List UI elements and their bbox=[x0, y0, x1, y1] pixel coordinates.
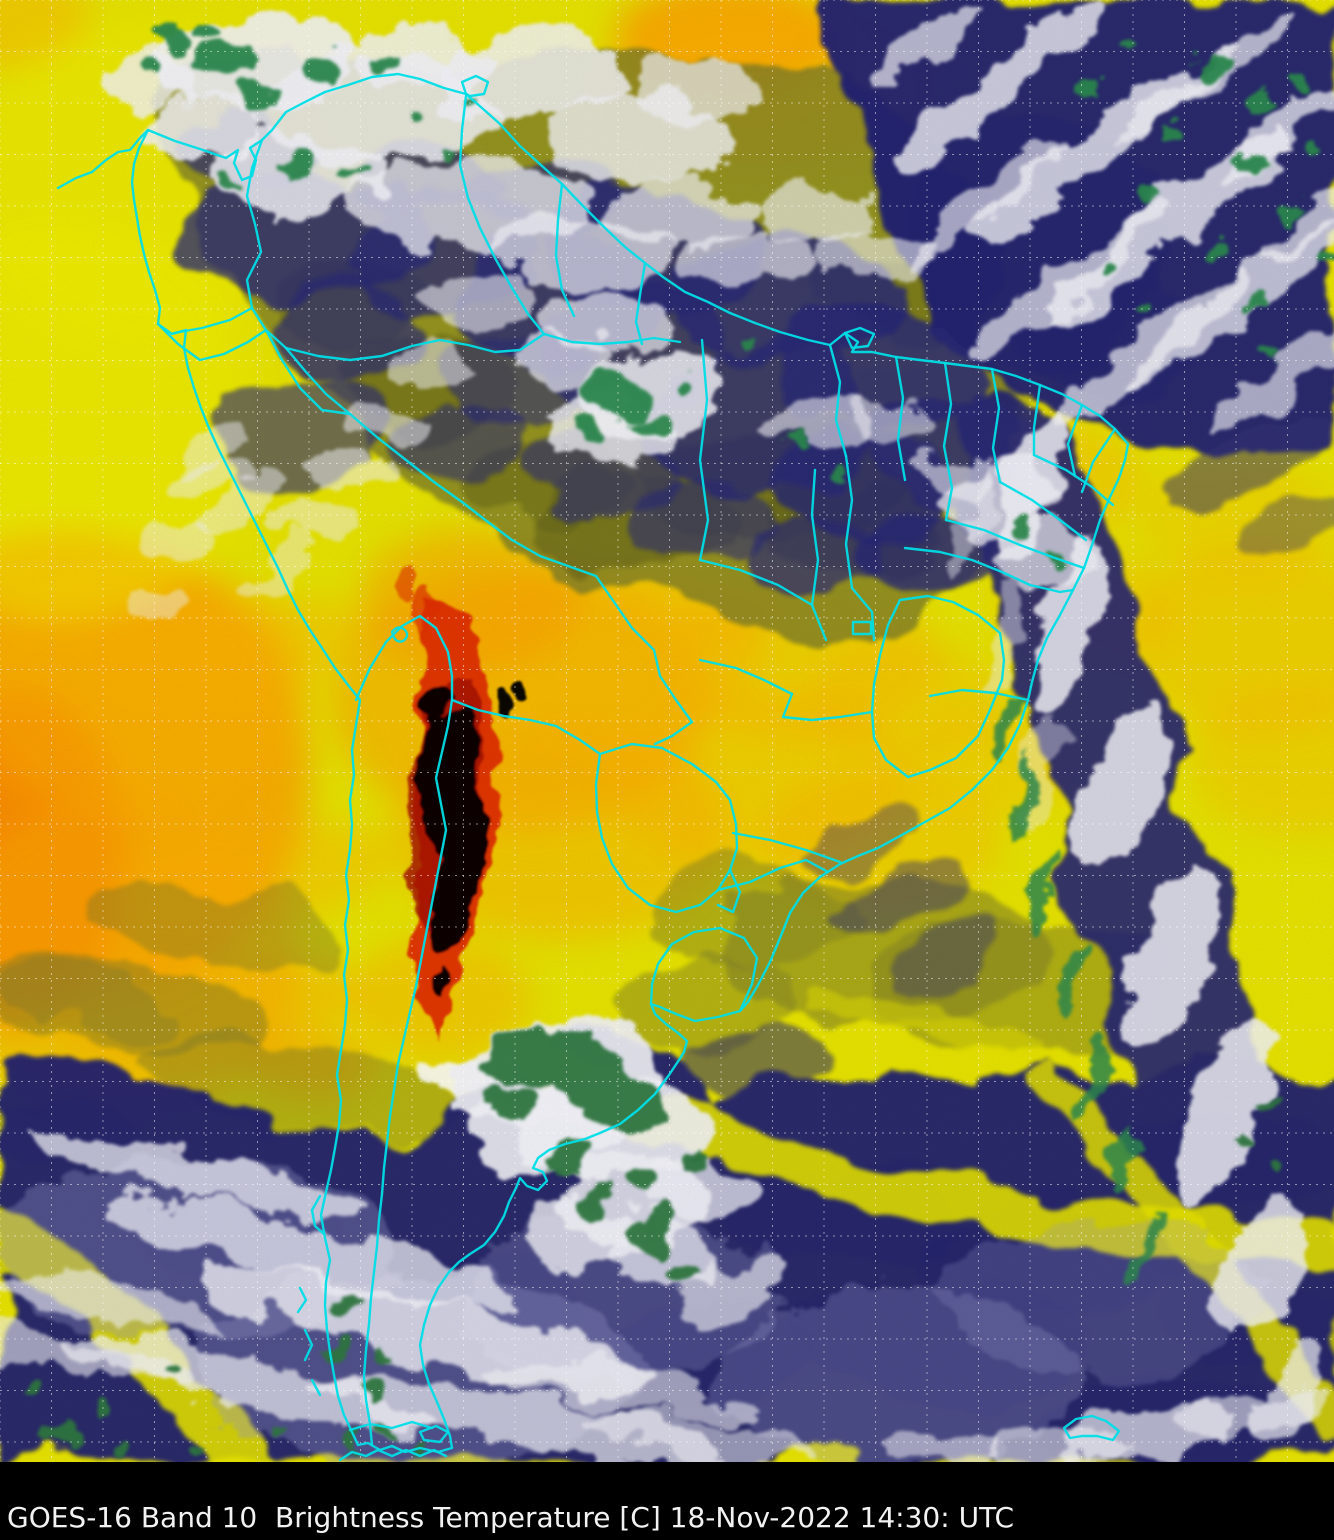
border-colombia-venezuela bbox=[245, 138, 288, 350]
brazil-state-line bbox=[942, 361, 954, 522]
brazil-state-line bbox=[844, 454, 854, 590]
tierra-del-fuego bbox=[338, 1448, 448, 1462]
brazil-state-line bbox=[1066, 403, 1084, 478]
brazil-state-line-minas-loop bbox=[870, 594, 1006, 779]
marajo-island bbox=[843, 326, 876, 350]
sensor-grain-texture bbox=[0, 0, 1334, 1462]
caption-bar: GOES-16 Band 10 Brightness Temperature [… bbox=[0, 1462, 1334, 1540]
magellan-strait bbox=[348, 1420, 434, 1432]
trinidad-outline bbox=[460, 74, 490, 98]
border-french-guiana bbox=[634, 261, 647, 346]
brazil-state-line bbox=[1032, 453, 1115, 507]
latlon-grid bbox=[0, 0, 1334, 1462]
tdf-island bbox=[418, 1424, 450, 1444]
border-guyana bbox=[458, 94, 546, 336]
border-colombia-ecuador bbox=[172, 306, 254, 335]
brazil-state-line bbox=[998, 480, 1088, 542]
lake-titicaca bbox=[390, 626, 409, 643]
central-america-coast bbox=[56, 128, 150, 190]
brasilia-df-square bbox=[851, 620, 873, 636]
geo-borders bbox=[56, 72, 1130, 1462]
border-peru-colombia bbox=[264, 328, 352, 416]
brazil-state-line bbox=[698, 658, 794, 696]
brazil-state-line bbox=[903, 546, 1075, 594]
border-peru-bolivia bbox=[354, 614, 454, 702]
brazil-state-line bbox=[731, 831, 842, 864]
border-ecuador-peru bbox=[156, 322, 268, 362]
brazil-state-line bbox=[698, 558, 814, 607]
falkland-islands bbox=[1062, 1414, 1121, 1442]
border-uruguay bbox=[649, 926, 759, 1013]
brazil-state-line bbox=[810, 468, 828, 642]
brazil-state-line bbox=[990, 367, 1002, 484]
patagonia-fjords bbox=[296, 1286, 322, 1397]
border-colombia-brazil bbox=[284, 346, 352, 416]
brazil-state-line bbox=[1032, 383, 1042, 457]
south-america-coastline bbox=[130, 72, 1130, 1454]
brazil-state-line bbox=[698, 338, 710, 562]
border-venezuela-brazil bbox=[284, 332, 546, 362]
brazil-state-line bbox=[828, 343, 848, 458]
border-paraguay-river bbox=[716, 868, 742, 914]
brazil-state-line bbox=[850, 586, 876, 642]
border-bolivia-argentina bbox=[450, 698, 602, 756]
chiloe-island bbox=[310, 1194, 326, 1236]
brazil-state-line bbox=[928, 688, 1030, 702]
brazil-state-line bbox=[781, 692, 874, 722]
border-suriname bbox=[554, 182, 576, 318]
satellite-scene bbox=[0, 0, 1334, 1462]
brazil-state-line bbox=[894, 355, 907, 482]
brazil-state-line bbox=[944, 518, 1086, 570]
border-argentina-brazil bbox=[716, 858, 830, 892]
border-chile-argentina bbox=[362, 698, 454, 1447]
border-peru-brazil bbox=[348, 412, 514, 542]
caption-text: GOES-16 Band 10 Brightness Temperature [… bbox=[7, 1501, 1015, 1534]
border-guianas-brazil bbox=[542, 332, 682, 346]
border-bolivia-brazil bbox=[510, 538, 694, 746]
